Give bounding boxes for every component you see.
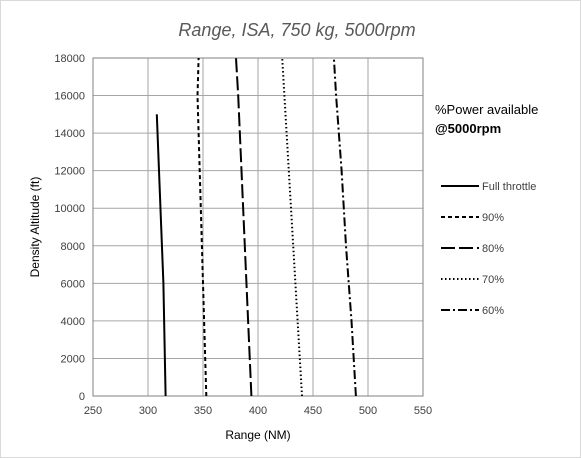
- x-tick-label: 400: [249, 405, 267, 417]
- x-tick-label: 450: [304, 405, 322, 417]
- y-tick-label: 2000: [61, 353, 85, 365]
- series-line-4: [332, 57, 357, 397]
- series-line-3: [281, 57, 303, 397]
- y-tick-label: 14000: [54, 128, 85, 140]
- y-tick-label: 18000: [54, 53, 85, 65]
- x-tick-label: 500: [359, 405, 377, 417]
- tick-labels: 250 300 350 400 450 500 550 0 2000 4000 6000 8000 10…: [54, 53, 432, 417]
- x-tick-label: 250: [84, 405, 102, 417]
- legend-label-1: 90%: [482, 212, 504, 224]
- plot-area-border: [92, 57, 424, 397]
- series-line-1: [196, 57, 208, 397]
- series-group: [155, 57, 357, 397]
- series-line-0: [155, 114, 167, 397]
- y-tick-label: 0: [79, 391, 85, 403]
- y-tick-label: 10000: [54, 203, 85, 215]
- legend-title: %Power available: [435, 102, 538, 117]
- y-tick-label: 6000: [61, 278, 85, 290]
- y-tick-label: 16000: [54, 91, 85, 103]
- legend-label-3: 70%: [482, 274, 504, 286]
- legend-label-2: 80%: [482, 243, 504, 255]
- x-tick-label: 350: [194, 405, 212, 417]
- x-tick-label: 300: [139, 405, 157, 417]
- x-tick-label: 550: [414, 405, 432, 417]
- x-axis-label: Range (NM): [225, 428, 290, 442]
- legend-label-4: 60%: [482, 305, 504, 317]
- y-tick-label: 4000: [61, 316, 85, 328]
- legend-label-0: Full throttle: [482, 181, 536, 193]
- chart-title: Range, ISA, 750 kg, 5000rpm: [178, 20, 415, 40]
- legend: %Power available @5000rpm Full throttle 9…: [435, 102, 538, 317]
- legend-items: Full throttle 90% 80% 70% 60%: [441, 181, 536, 317]
- y-axis-label: Density Altitude (ft): [28, 177, 42, 278]
- series-line-2: [235, 57, 253, 397]
- y-tick-label: 12000: [54, 166, 85, 178]
- grid: [92, 57, 424, 397]
- legend-subtitle: @5000rpm: [435, 121, 501, 136]
- y-tick-label: 8000: [61, 241, 85, 253]
